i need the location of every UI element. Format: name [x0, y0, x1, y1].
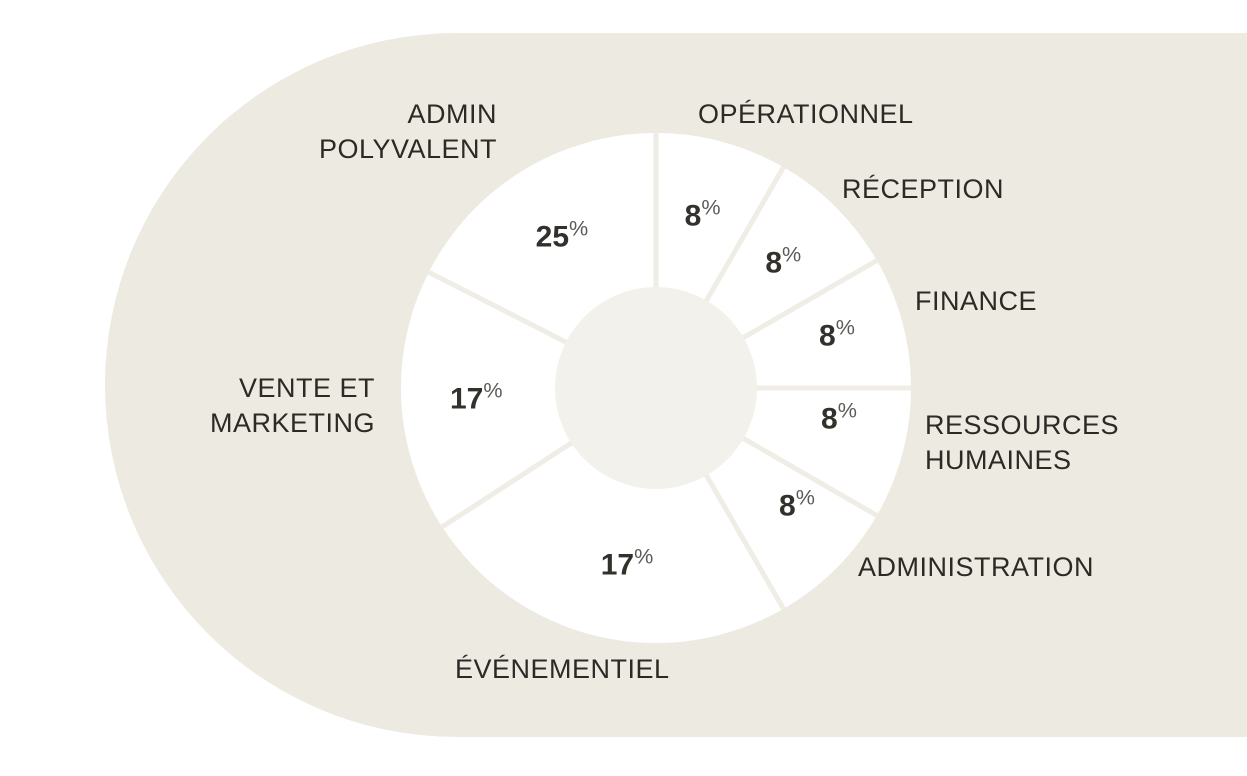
percent-sign: % [634, 543, 654, 569]
category-label-finance: FINANCE [915, 284, 1037, 319]
slice-vente-et-marketing [400, 272, 656, 527]
category-label-line: FINANCE [915, 286, 1038, 316]
percent-sign: % [835, 314, 855, 340]
percent-value: 8 [684, 199, 702, 233]
percent-label-evenementiel: 17% [601, 544, 654, 583]
category-label-line: RESSOURCES [925, 410, 1120, 440]
percent-label-administration: 8% [779, 485, 815, 524]
donut-hole [555, 287, 757, 489]
category-label-line: HUMAINES [925, 445, 1072, 475]
percent-sign: % [837, 397, 857, 423]
percent-sign: % [483, 377, 503, 403]
category-label-line: MARKETING [209, 408, 375, 438]
percent-value: 17 [600, 548, 635, 582]
category-label-line: ADMIN [407, 99, 497, 129]
category-label-line: ÉVÉNEMENTIEL [455, 654, 670, 684]
category-label-evenementiel: ÉVÉNEMENTIEL [455, 652, 670, 687]
percent-value: 8 [779, 489, 796, 523]
percent-label-operationnel: 8% [685, 195, 721, 234]
category-label-admin-polyvalent: ADMIN POLYVALENT [319, 97, 497, 167]
category-label-vente-et-marketing: VENTE ET MARKETING [210, 371, 375, 441]
percent-value: 8 [765, 246, 783, 280]
percent-value: 17 [449, 382, 484, 416]
category-label-line: VENTE ET [238, 373, 375, 403]
category-label-ressources-humaines: RESSOURCES HUMAINES [925, 408, 1119, 478]
category-label-reception: RÉCEPTION [842, 172, 1004, 207]
category-label-line: ADMINISTRATION [858, 552, 1094, 582]
percent-label-ressources-humaines: 8% [821, 398, 857, 437]
category-label-line: POLYVALENT [318, 134, 497, 164]
category-label-line: RÉCEPTION [842, 174, 1005, 204]
percent-label-admin-polyvalent: 25% [536, 215, 589, 254]
percent-sign: % [795, 484, 815, 510]
percent-label-reception: 8% [765, 241, 801, 280]
category-label-operationnel: OPÉRATIONNEL [698, 97, 914, 132]
percent-label-vente-et-marketing: 17% [450, 378, 503, 417]
percent-label-finance: 8% [819, 315, 855, 354]
category-label-administration: ADMINISTRATION [858, 550, 1094, 585]
slice-evenementiel [442, 388, 784, 643]
percent-sign: % [701, 194, 721, 220]
percent-value: 8 [819, 319, 836, 353]
category-label-line: OPÉRATIONNEL [698, 99, 914, 129]
percent-sign: % [782, 241, 802, 267]
percent-value: 8 [821, 402, 838, 436]
percent-value: 25 [535, 220, 570, 254]
percent-sign: % [569, 215, 589, 241]
